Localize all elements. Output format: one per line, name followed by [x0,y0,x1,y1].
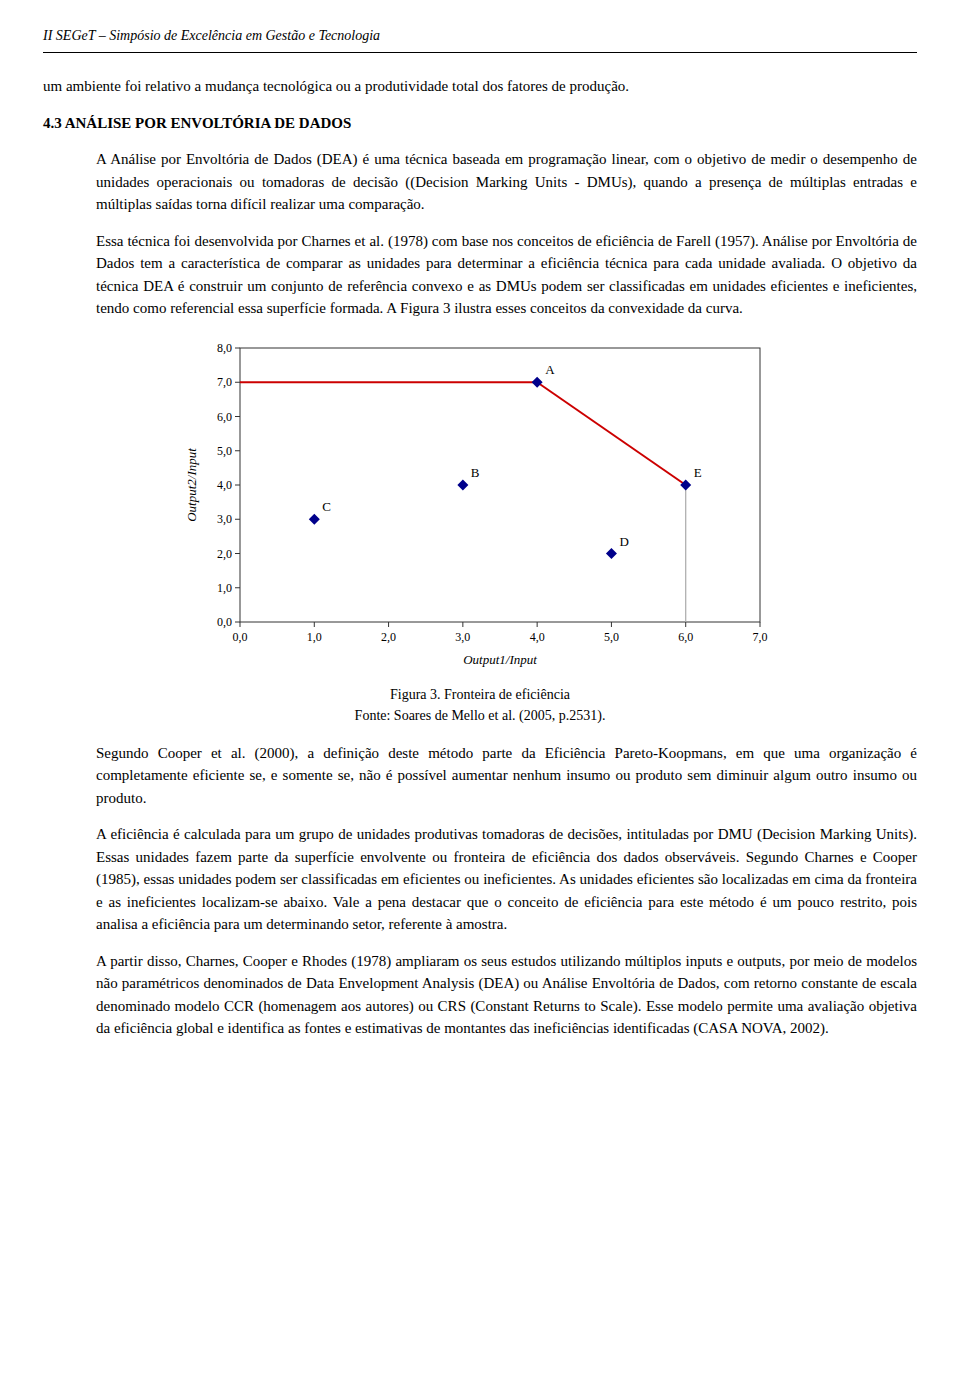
x-tick [685,622,686,627]
x-tick-label: 2,0 [381,630,396,644]
y-tick [235,450,240,451]
line [537,382,686,485]
y-tick-label: 6,0 [217,409,232,423]
y-tick-label: 4,0 [217,478,232,492]
paragraph: Essa técnica foi desenvolvida por Charne… [96,230,917,320]
y-tick [235,553,240,554]
caption: Figura 3. Fronteira de eficiênciaFonte: … [43,684,917,726]
x-tick [611,622,612,627]
page: II SEGeT – Simpósio de Excelência em Ges… [0,0,960,1074]
x-tick-label: 0,0 [233,630,248,644]
paragraph: A Análise por Envoltória de Dados (DEA) … [96,148,917,216]
y-tick [235,518,240,519]
x-tick [388,622,389,627]
point-label: E [694,465,702,480]
y-axis-label: Output2/Input [184,447,199,521]
figure-source: Fonte: Soares de Mello et al. (2005, p.2… [43,705,917,726]
x-tick-label: 3,0 [455,630,470,644]
point-label: D [619,533,628,548]
y-tick-label: 2,0 [217,546,232,560]
plot-frame [240,348,760,622]
point [457,479,468,490]
x-tick [462,622,463,627]
x-tick-label: 6,0 [678,630,693,644]
figure-title: Figura 3. Fronteira de eficiência [43,684,917,705]
page-header: II SEGeT – Simpósio de Excelência em Ges… [43,28,917,53]
point [309,513,320,524]
paragraph: A partir disso, Charnes, Cooper e Rhodes… [96,950,917,1040]
y-tick [235,381,240,382]
paragraph: Segundo Cooper et al. (2000), a definiçã… [96,742,917,810]
x-tick [314,622,315,627]
point [606,548,617,559]
y-tick-label: 8,0 [217,341,232,355]
x-tick-label: 5,0 [604,630,619,644]
point-label: C [322,499,331,514]
point [532,376,543,387]
section-heading: 4.3 ANÁLISE POR ENVOLTÓRIA DE DADOS [43,112,917,135]
y-tick-label: 1,0 [217,580,232,594]
x-tick-label: 4,0 [530,630,545,644]
line [685,485,686,622]
y-tick [235,347,240,348]
y-tick-label: 3,0 [217,512,232,526]
x-tick [760,622,761,627]
figure: 0,0 1,0 2,0 3,0 4,0 5,0 6,0 7,0 0,0 1,0 2,0 3,0 4,0 5… [43,334,917,678]
chart: 0,0 1,0 2,0 3,0 4,0 5,0 6,0 7,0 0,0 1,0 2,0 3,0 4,0 5… [180,334,780,674]
y-tick [235,621,240,622]
point-label: A [545,362,555,377]
x-tick [537,622,538,627]
y-tick [235,484,240,485]
y-tick-label: 5,0 [217,443,232,457]
point [680,479,691,490]
y-tick-label: 0,0 [217,615,232,629]
point-label: B [471,465,480,480]
x-tick-label: 1,0 [307,630,322,644]
line [240,381,537,383]
x-tick [240,622,241,627]
y-tick-label: 7,0 [217,375,232,389]
point-labels: A B C D E [322,362,701,548]
x-tick-label: 7,0 [753,630,768,644]
plot-area [240,376,691,621]
y-tick [235,416,240,417]
y-tick [235,587,240,588]
paragraph: A eficiência é calculada para um grupo d… [96,823,917,936]
paragraph: um ambiente foi relativo a mudança tecno… [43,75,917,98]
x-axis-label: Output1/Input [463,652,537,667]
